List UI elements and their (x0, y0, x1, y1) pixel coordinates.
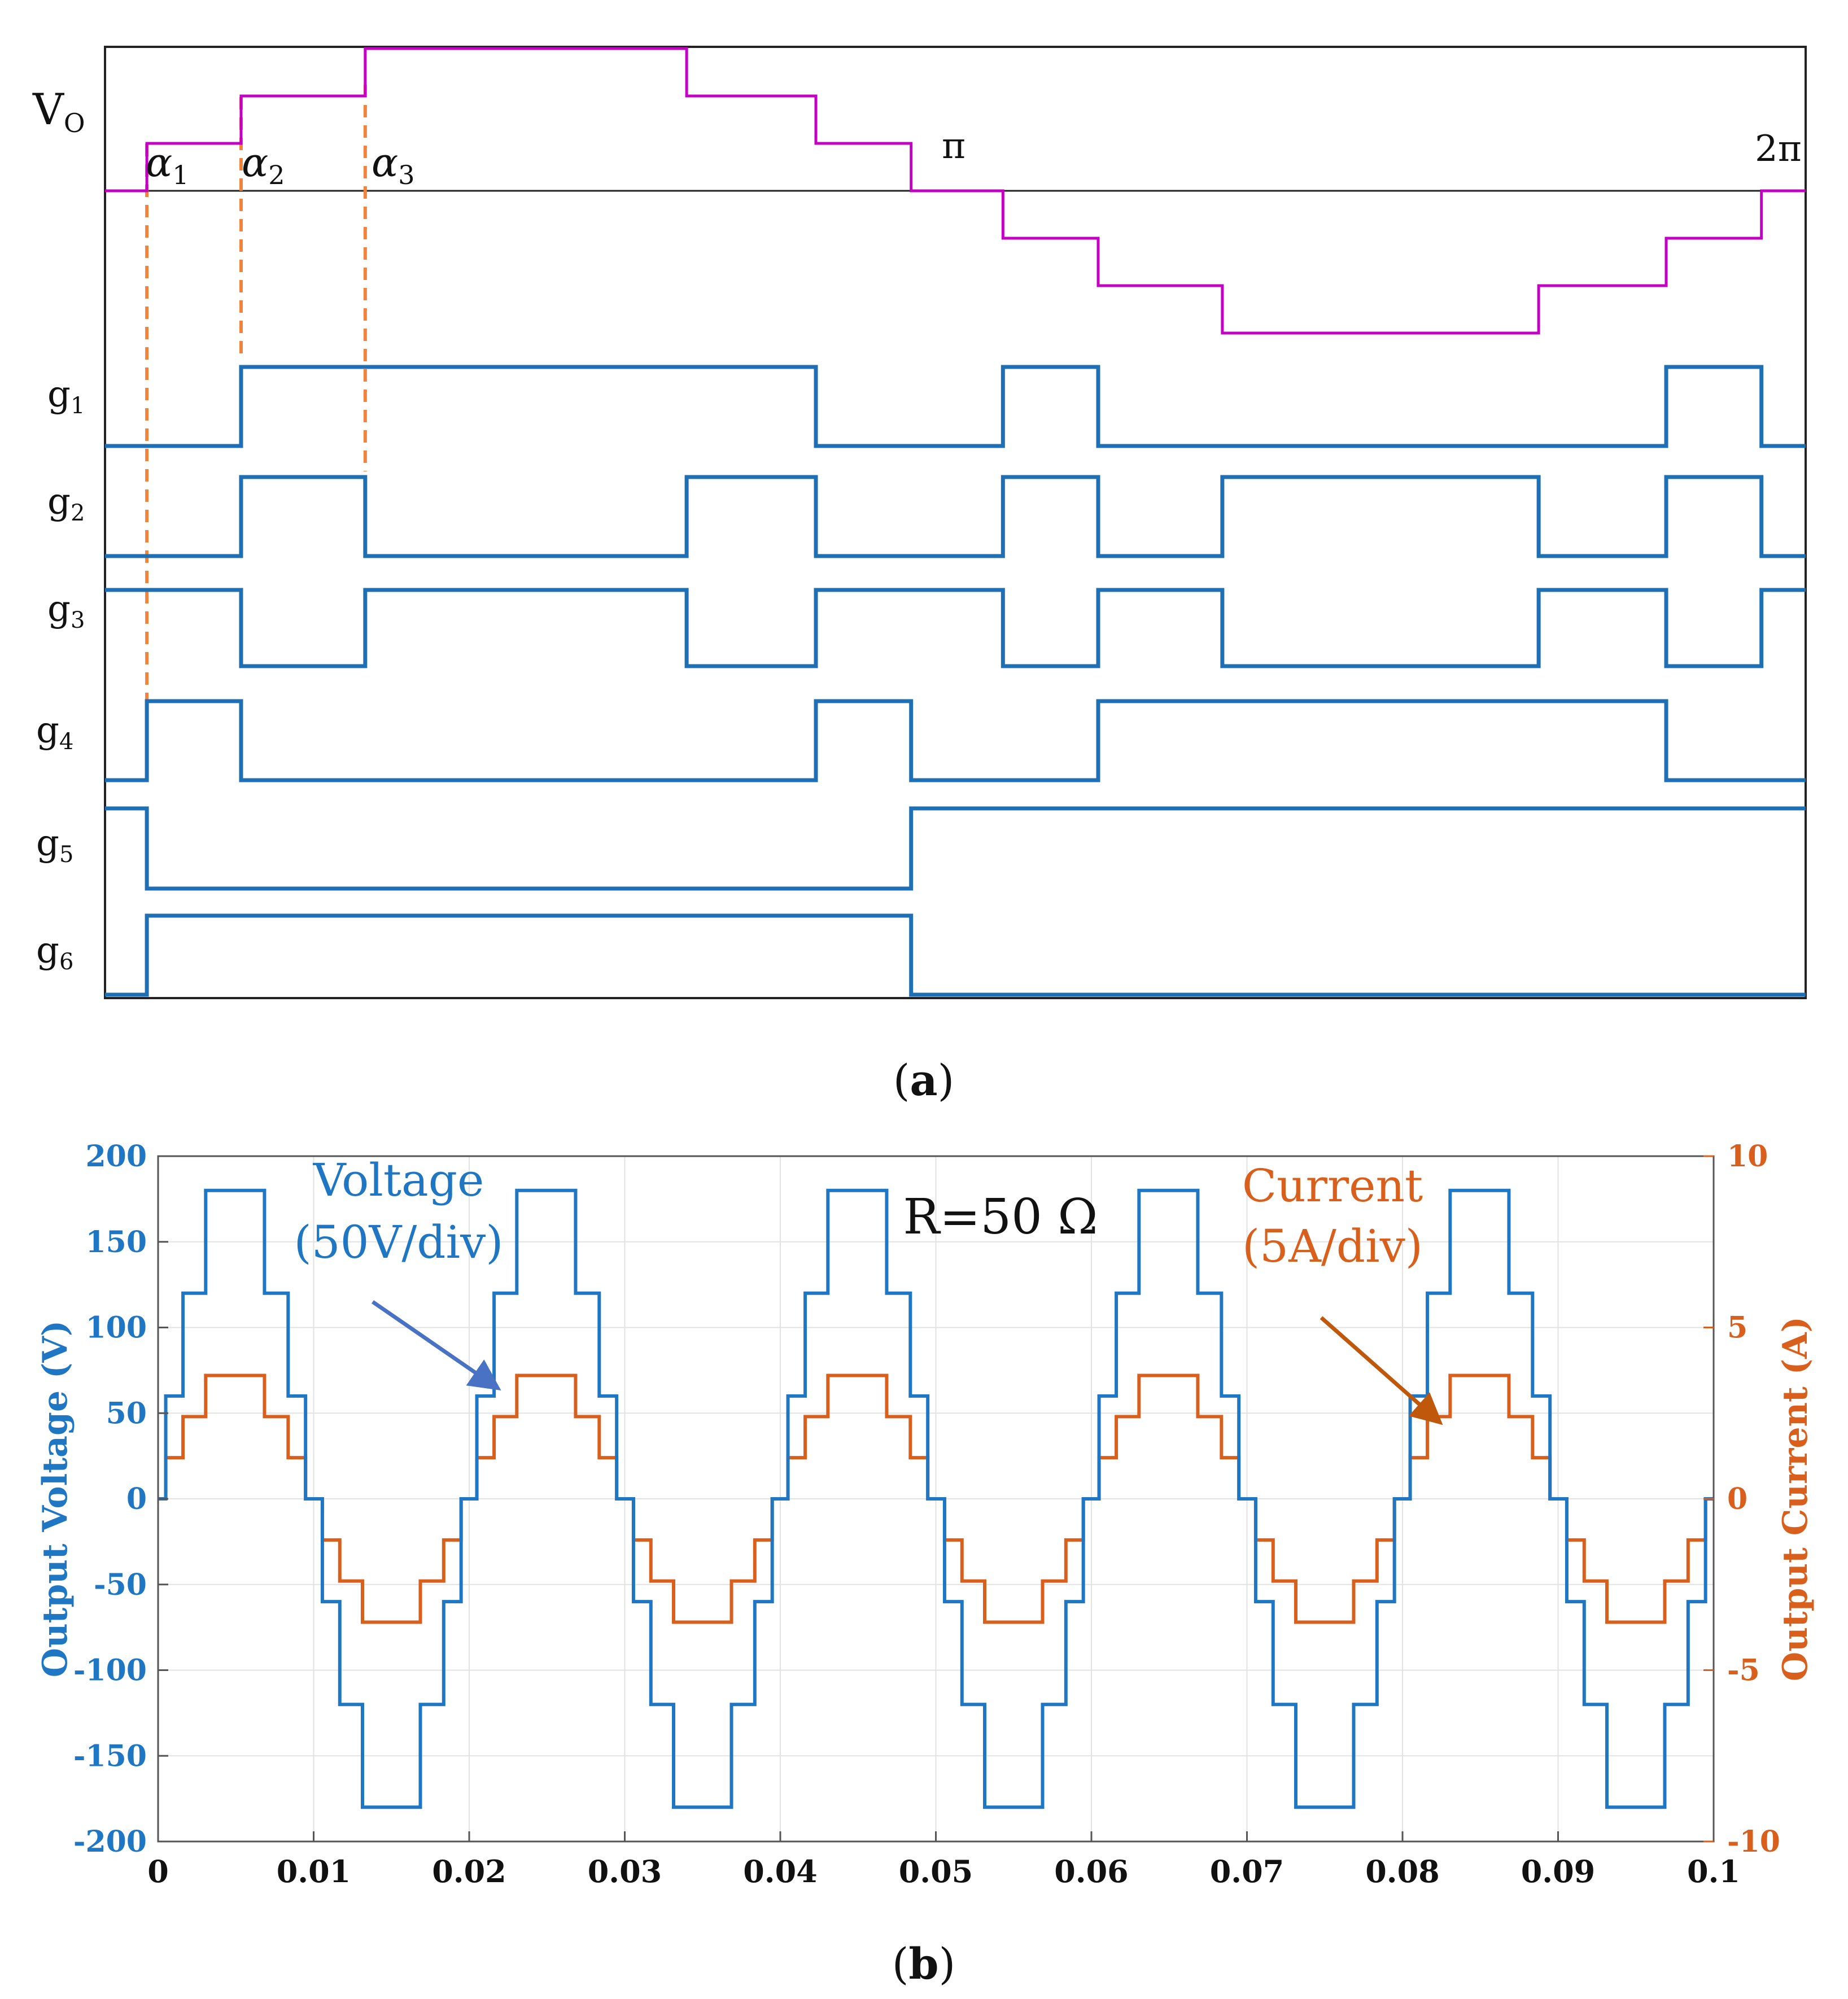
g3-label: g3 (47, 588, 85, 633)
x-tick-label: 0.05 (899, 1853, 973, 1889)
x-tick-label: 0.06 (1054, 1853, 1129, 1889)
x-tick-label: 0.07 (1210, 1853, 1285, 1889)
gate-g6-waveform (105, 913, 1806, 997)
alpha2-label: α2 (242, 139, 285, 190)
y-left-tick-label: 150 (85, 1225, 147, 1259)
voltage-annotation-line1: Voltage (313, 1154, 484, 1206)
figure-a-frame (104, 46, 1807, 999)
x-tick-label: 0.08 (1365, 1853, 1440, 1889)
y-right-tick-label: -5 (1727, 1654, 1760, 1688)
load-annotation: R=50 Ω (903, 1189, 1098, 1245)
gate-g2-waveform (105, 475, 1806, 558)
voltage-annotation-arrow (372, 1300, 501, 1390)
g1-label: g1 (47, 374, 85, 419)
vo-label: VO (32, 84, 85, 138)
output-voltage-line (158, 1188, 1714, 1809)
x-tick-label: 0.1 (1687, 1853, 1740, 1889)
g4-label: g4 (36, 710, 73, 755)
x-tick-label: 0.04 (743, 1853, 818, 1889)
gate-g4-waveform (105, 699, 1806, 782)
pi-label: π (942, 125, 965, 167)
caption-a: (a) (893, 1055, 955, 1105)
gate-g3-waveform (105, 588, 1806, 668)
y-right-tick-label: 0 (1727, 1482, 1747, 1516)
gate-g1-waveform (105, 365, 1806, 448)
y-left-tick-label: 100 (85, 1311, 147, 1345)
y-right-tick-label: 5 (1727, 1311, 1747, 1345)
gate-waveforms (105, 365, 1806, 997)
g5-label: g5 (36, 823, 73, 868)
gate-g5-waveform (105, 806, 1806, 891)
axis-ticks: 0 0.01 0.02 0.03 0.04 0.05 0.06 0.07 0.08 0.09 0.1… (73, 1139, 1780, 1889)
alpha1-label: α1 (146, 139, 189, 190)
y-axis-right-title: Output Current (A) (1776, 1316, 1815, 1681)
y-left-tick-label: 200 (85, 1139, 147, 1174)
x-tick-label: 0.09 (1521, 1853, 1596, 1889)
y-left-tick-label: 50 (106, 1396, 147, 1431)
x-tick-label: 0.02 (432, 1853, 506, 1889)
voltage-annotation-line2: (50V/div) (294, 1216, 504, 1268)
x-tick-label: 0.03 (588, 1853, 662, 1889)
y-left-tick-label: -50 (94, 1568, 147, 1602)
g6-label: g6 (36, 930, 73, 975)
y-left-tick-label: -100 (73, 1654, 147, 1688)
two-pi-label: 2π (1755, 128, 1802, 170)
y-right-tick-label: 10 (1727, 1139, 1768, 1174)
y-left-tick-label: -150 (73, 1739, 147, 1773)
g2-label: g2 (47, 481, 85, 526)
current-annotation-line2: (5A/div) (1242, 1220, 1423, 1272)
figure-a-switching-diagram: VO α1 α2 α3 π 2π g1 g2 g3 g4 g5 g6 (32, 46, 1807, 999)
y-right-tick-label: -10 (1727, 1825, 1780, 1859)
figure-b-output-chart: 0 0.01 0.02 0.03 0.04 0.05 0.06 0.07 0.08 0.09 0.1… (36, 1139, 1815, 1889)
series-output-voltage (158, 1188, 1714, 1809)
x-tick-label: 0 (147, 1853, 169, 1889)
caption-b: (b) (892, 1939, 955, 1989)
current-annotation-line1: Current (1242, 1160, 1423, 1212)
current-annotation-arrow (1320, 1316, 1443, 1425)
y-left-tick-label: 0 (126, 1482, 147, 1516)
y-axis-left-title: Output Voltage (V) (36, 1320, 75, 1678)
alpha3-label: α3 (372, 139, 415, 190)
x-tick-label: 0.01 (277, 1853, 351, 1889)
y-left-tick-label: -200 (73, 1825, 147, 1859)
vo-waveform (105, 47, 1806, 335)
vo-staircase-line (105, 47, 1806, 335)
